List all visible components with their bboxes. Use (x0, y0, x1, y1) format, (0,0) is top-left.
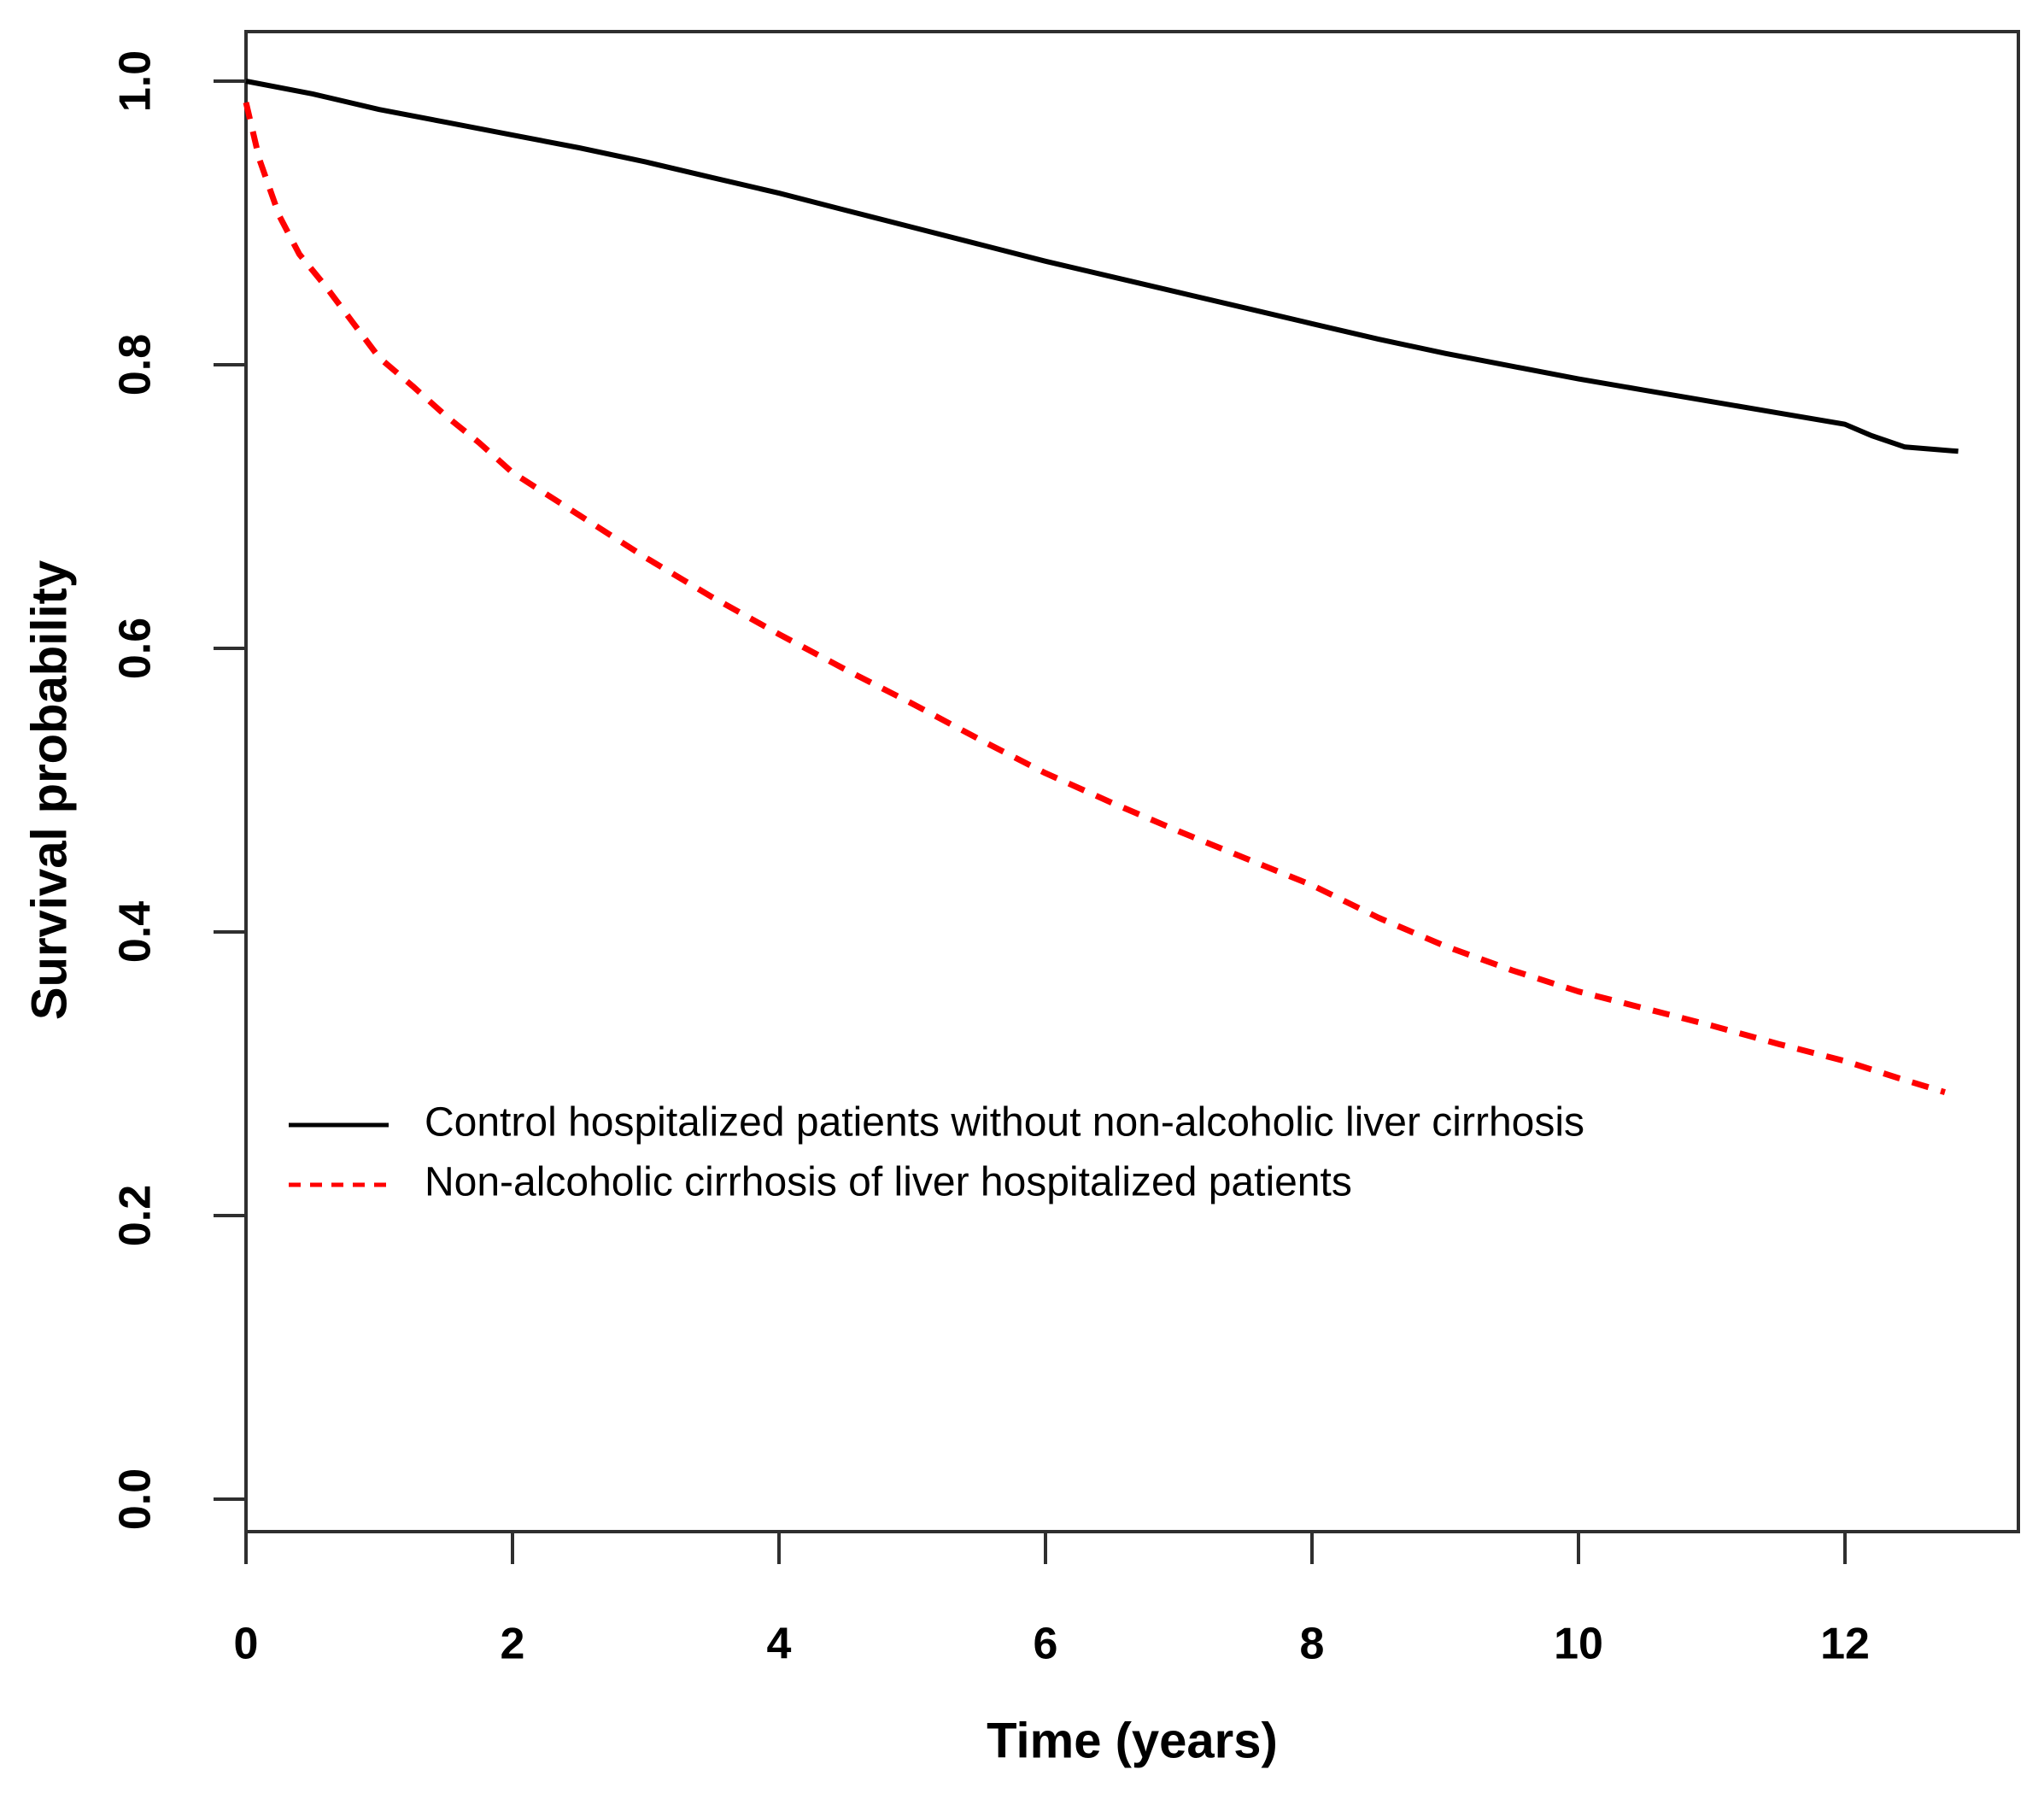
y-tick-label: 0.4 (111, 901, 161, 963)
x-axis-title: Time (years) (987, 1713, 1278, 1768)
x-tick-label: 0 (234, 1620, 259, 1669)
x-tick-label: 8 (1300, 1620, 1325, 1669)
y-tick-label: 1.0 (111, 50, 161, 112)
legend-label: Non-alcoholic cirrhosis of liver hospita… (425, 1160, 1352, 1205)
x-tick-label: 12 (1820, 1620, 1870, 1669)
y-tick-label: 0.6 (111, 618, 161, 679)
plot-frame (244, 30, 2020, 1533)
x-tick-label: 2 (501, 1620, 525, 1669)
legend-label: Control hospitalized patients without no… (425, 1100, 1584, 1146)
y-tick-label: 0.2 (111, 1185, 161, 1246)
y-tick-label: 0.8 (111, 334, 161, 396)
y-axis-title: Survival probability (21, 560, 77, 1020)
y-tick-label: 0.0 (111, 1468, 161, 1530)
x-tick-label: 4 (767, 1620, 792, 1669)
cirrhosis-survival-curve (243, 102, 1947, 1095)
x-tick-label: 6 (1034, 1620, 1058, 1669)
control-survival-curve (245, 79, 1959, 454)
x-tick-label: 10 (1554, 1620, 1603, 1669)
